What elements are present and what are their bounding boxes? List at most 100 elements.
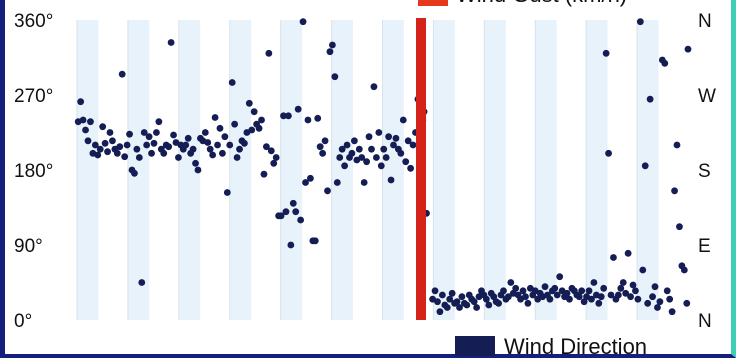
data-point [661, 59, 669, 67]
data-point [140, 129, 148, 136]
data-point [644, 299, 652, 307]
data-point [588, 295, 595, 303]
legend-wind-gust-label: Wind Gust (km/h) [456, 0, 627, 7]
data-point [282, 208, 290, 216]
data-point [404, 137, 412, 145]
data-point [326, 48, 334, 56]
data-point [209, 151, 217, 159]
data-point [407, 164, 415, 172]
data-point [676, 223, 683, 231]
data-point [438, 291, 446, 299]
data-point [500, 287, 507, 295]
grid-band [331, 20, 353, 320]
data-point [671, 187, 678, 195]
data-point [292, 208, 300, 216]
data-point [233, 154, 241, 161]
data-point [343, 141, 351, 149]
data-point [307, 174, 314, 182]
data-point [624, 249, 632, 257]
data-point [358, 154, 366, 161]
data-point [578, 287, 586, 295]
grid-band [382, 20, 404, 320]
data-point [184, 134, 192, 142]
data-point [341, 162, 349, 170]
data-point [683, 299, 691, 307]
data-point [656, 298, 664, 306]
data-point [546, 295, 554, 303]
data-point [392, 134, 400, 142]
data-point [541, 283, 549, 291]
data-point [116, 143, 124, 151]
grid-band [484, 20, 506, 320]
data-point [182, 141, 190, 149]
data-point [617, 284, 625, 292]
data-point [607, 291, 615, 299]
data-point [680, 266, 688, 274]
data-point [331, 73, 339, 81]
data-point [96, 145, 104, 153]
data-point [453, 298, 461, 306]
data-point [194, 166, 202, 174]
data-point [663, 287, 671, 295]
data-point [556, 273, 564, 281]
grid-band [535, 20, 557, 320]
data-point [299, 18, 307, 26]
data-point [263, 143, 270, 151]
y-axis-compass-labels: N E S W N [698, 11, 716, 332]
data-point [336, 154, 344, 161]
data-point [324, 187, 331, 195]
y2-tick-label: E [698, 236, 711, 257]
data-point [109, 137, 116, 145]
data-point [226, 141, 234, 149]
data-point [350, 137, 358, 145]
data-point [223, 189, 231, 196]
data-point [221, 133, 229, 141]
data-point [143, 141, 151, 149]
y2-tick-label: S [698, 161, 711, 182]
data-point [236, 145, 243, 153]
data-point [319, 149, 327, 157]
data-point [595, 299, 603, 307]
data-point [431, 287, 439, 295]
data-point [201, 129, 209, 136]
data-point [228, 79, 236, 86]
data-point [563, 289, 571, 297]
data-point [138, 279, 146, 286]
grid-band [433, 20, 455, 320]
data-point [338, 145, 346, 153]
data-point [118, 70, 126, 78]
data-point [121, 153, 129, 161]
data-point [504, 293, 512, 301]
data-point [627, 293, 634, 301]
data-point [101, 139, 109, 147]
legend-wind-direction-swatch [455, 336, 495, 356]
data-point [231, 120, 239, 128]
data-point [666, 295, 674, 303]
data-point [106, 129, 114, 136]
data-point [590, 279, 598, 286]
data-point [605, 149, 612, 157]
data-point [575, 293, 583, 301]
data-point [409, 141, 417, 149]
data-point [150, 139, 158, 147]
grid-band [586, 20, 608, 320]
y-axis-degree-labels: 0° 90° 180° 270° 360° [14, 11, 53, 332]
data-point [133, 145, 141, 153]
data-point [434, 298, 441, 306]
data-point [167, 39, 175, 46]
data-point [206, 145, 214, 153]
data-point [297, 216, 305, 224]
data-point [458, 293, 466, 301]
legend-wind-gust-swatch [418, 0, 448, 6]
data-point [495, 299, 502, 307]
data-point [610, 254, 617, 261]
data-point [443, 304, 451, 311]
data-point [270, 159, 278, 167]
data-point [294, 105, 302, 113]
grid-band [127, 20, 150, 320]
data-point [673, 141, 681, 149]
data-point [651, 283, 659, 291]
grid-band [280, 20, 303, 320]
data-point [255, 124, 263, 132]
